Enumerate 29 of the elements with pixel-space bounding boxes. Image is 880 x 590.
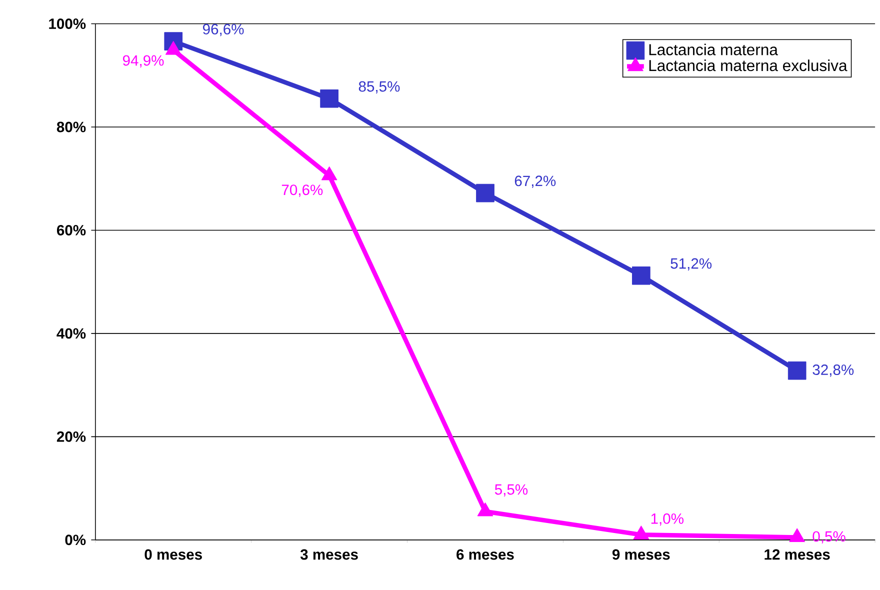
point <box>477 502 494 516</box>
point <box>320 89 338 108</box>
x-tick-label: 9 meses <box>612 549 670 560</box>
point <box>476 184 494 202</box>
legend-label: Lactancia materna exclusiva <box>649 59 848 71</box>
x-tick-label: 0 meses <box>144 549 202 560</box>
y-tick-label: 20% <box>56 431 86 442</box>
point <box>789 528 806 542</box>
data-label: 51,2% <box>670 258 712 270</box>
y-tick-label: 0% <box>65 534 86 545</box>
x-tick-label: 12 meses <box>764 549 830 560</box>
data-label: 70,6% <box>282 184 323 197</box>
data-label: 32,8% <box>812 364 854 377</box>
point <box>633 525 650 540</box>
data-label: 85,5% <box>358 81 400 94</box>
data-label: 96,6% <box>202 24 244 36</box>
data-label: 1,0% <box>651 513 684 526</box>
point <box>788 361 806 380</box>
data-label: 67,2% <box>514 175 556 188</box>
y-tick-label: 40% <box>56 328 86 338</box>
data-label: 5,5% <box>494 484 528 496</box>
point <box>632 266 650 285</box>
x-tick-label: 6 meses <box>456 549 514 560</box>
y-tick-label: 80% <box>56 122 86 132</box>
y-tick-label: 60% <box>56 224 86 236</box>
x-tick-label: 3 meses <box>300 549 358 560</box>
y-tick-label: 100% <box>49 18 86 29</box>
legend-label: Lactancia materna <box>649 43 778 56</box>
data-label: 94,9% <box>122 55 164 68</box>
